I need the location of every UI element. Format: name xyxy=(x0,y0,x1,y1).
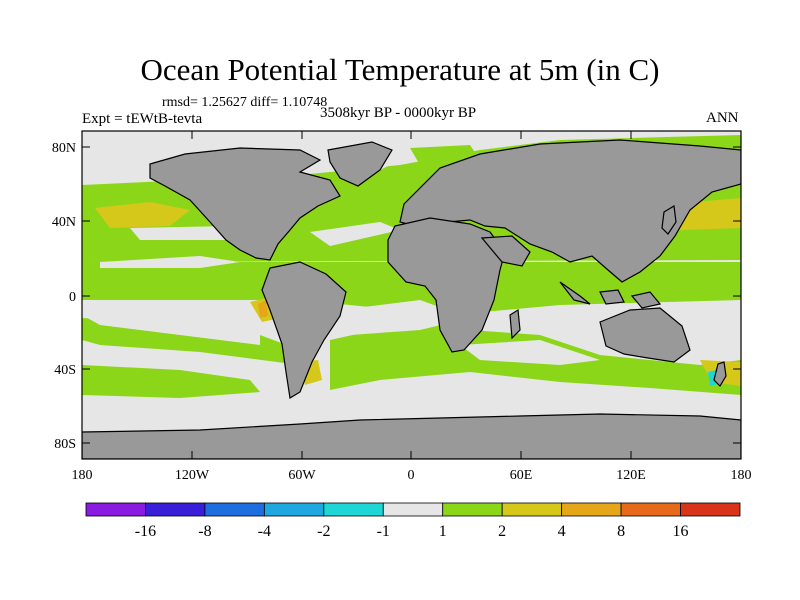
x-tick-label: 120W xyxy=(175,468,210,483)
colorbar-label: 4 xyxy=(558,523,566,540)
colorbar-swatch xyxy=(442,502,503,517)
plot-title: Ocean Potential Temperature at 5m (in C) xyxy=(140,52,660,87)
colorbar-swatch xyxy=(620,502,681,517)
colorbar-swatch xyxy=(680,502,741,517)
colorbar-label: -4 xyxy=(258,523,271,540)
experiment-label: Expt = tEWtB-tevta xyxy=(82,111,203,127)
colorbar-label: 8 xyxy=(617,523,625,540)
colorbar-swatch xyxy=(323,502,384,517)
map-area xyxy=(82,131,741,459)
colorbar-swatch xyxy=(263,502,325,517)
y-tick-label: 80S xyxy=(54,437,76,452)
x-tick-label: 180 xyxy=(72,468,93,483)
x-tick-label: 60W xyxy=(288,468,316,483)
colorbar-swatch xyxy=(501,502,563,517)
y-tick-label: 40S xyxy=(54,363,76,378)
x-tick-label: 0 xyxy=(408,468,415,483)
period-label: 3508kyr BP - 0000kyr BP xyxy=(320,105,477,121)
colorbar-swatch xyxy=(382,502,444,517)
season-label: ANN xyxy=(706,110,739,126)
y-tick-label: 0 xyxy=(69,290,76,305)
rmsd-diff-stats: rmsd= 1.25627 diff= 1.10748 xyxy=(162,95,328,110)
colorbar-label: -1 xyxy=(377,523,390,540)
colorbar-label: -2 xyxy=(317,523,330,540)
colorbar-swatch xyxy=(561,502,622,517)
colorbar-label: 16 xyxy=(673,523,689,540)
x-tick-labels: 180 120W 60W 0 60E 120E 180 xyxy=(72,468,752,483)
colorbar: -16 -8 -4 -2 -1 1 2 4 8 16 xyxy=(85,502,741,540)
colorbar-label: 2 xyxy=(498,523,506,540)
y-tick-label: 80N xyxy=(52,141,76,156)
colorbar-swatch xyxy=(85,502,146,517)
colorbar-label: -8 xyxy=(198,523,211,540)
x-tick-label: 180 xyxy=(731,468,752,483)
colorbar-swatch xyxy=(145,502,206,517)
y-tick-labels: 80N 40N 0 40S 80S xyxy=(52,141,76,452)
x-tick-label: 120E xyxy=(616,468,646,483)
y-tick-label: 40N xyxy=(52,215,76,230)
land-layer xyxy=(82,139,741,459)
colorbar-swatch xyxy=(204,502,265,517)
x-tick-label: 60E xyxy=(510,468,533,483)
colorbar-label: 1 xyxy=(439,523,447,540)
colorbar-label: -16 xyxy=(135,523,156,540)
axis-ticks xyxy=(81,131,742,459)
